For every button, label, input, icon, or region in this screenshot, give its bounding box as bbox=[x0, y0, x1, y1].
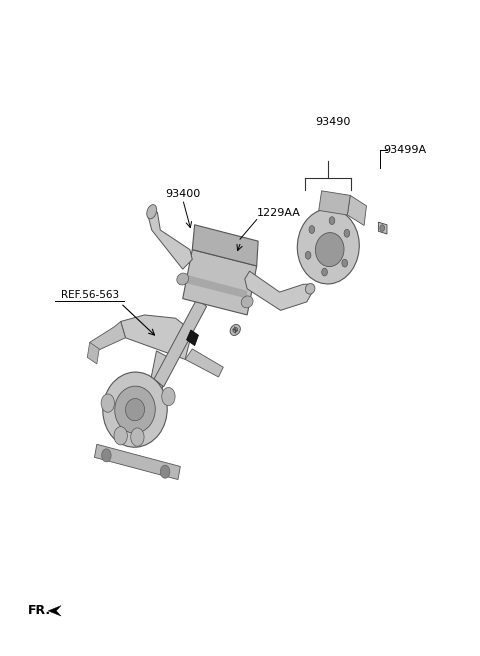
Text: FR.: FR. bbox=[28, 604, 51, 617]
Ellipse shape bbox=[315, 233, 344, 266]
Circle shape bbox=[322, 268, 327, 276]
Polygon shape bbox=[378, 222, 387, 234]
Circle shape bbox=[131, 428, 144, 446]
Polygon shape bbox=[154, 298, 206, 387]
Polygon shape bbox=[183, 250, 257, 315]
Polygon shape bbox=[183, 274, 247, 298]
Ellipse shape bbox=[125, 399, 144, 420]
Ellipse shape bbox=[147, 205, 156, 219]
Text: 93400: 93400 bbox=[165, 189, 200, 199]
Text: 1229AA: 1229AA bbox=[257, 208, 300, 218]
Text: 93499A: 93499A bbox=[383, 145, 426, 155]
Circle shape bbox=[101, 394, 115, 412]
Circle shape bbox=[102, 449, 111, 462]
Text: 93490: 93490 bbox=[315, 117, 351, 127]
Circle shape bbox=[344, 230, 350, 237]
Polygon shape bbox=[185, 349, 223, 377]
Circle shape bbox=[309, 226, 315, 234]
Polygon shape bbox=[319, 191, 350, 215]
Circle shape bbox=[114, 426, 127, 445]
Ellipse shape bbox=[230, 325, 240, 335]
Polygon shape bbox=[120, 315, 192, 359]
Polygon shape bbox=[148, 209, 192, 269]
Polygon shape bbox=[48, 605, 61, 616]
Polygon shape bbox=[95, 444, 180, 480]
Ellipse shape bbox=[241, 296, 253, 308]
Polygon shape bbox=[348, 195, 366, 226]
Polygon shape bbox=[87, 342, 99, 364]
Polygon shape bbox=[245, 271, 312, 310]
Polygon shape bbox=[192, 225, 258, 266]
Polygon shape bbox=[90, 321, 125, 351]
Circle shape bbox=[342, 259, 348, 267]
Polygon shape bbox=[187, 330, 199, 346]
Text: REF.56-563: REF.56-563 bbox=[60, 290, 119, 300]
Ellipse shape bbox=[305, 283, 315, 294]
Polygon shape bbox=[149, 351, 168, 394]
Circle shape bbox=[305, 251, 311, 259]
Circle shape bbox=[380, 225, 384, 232]
Ellipse shape bbox=[297, 209, 359, 284]
Ellipse shape bbox=[177, 273, 189, 285]
Circle shape bbox=[160, 465, 170, 478]
Ellipse shape bbox=[233, 327, 238, 333]
Ellipse shape bbox=[115, 386, 156, 433]
Circle shape bbox=[329, 216, 335, 224]
Circle shape bbox=[162, 388, 175, 405]
Ellipse shape bbox=[103, 372, 167, 447]
